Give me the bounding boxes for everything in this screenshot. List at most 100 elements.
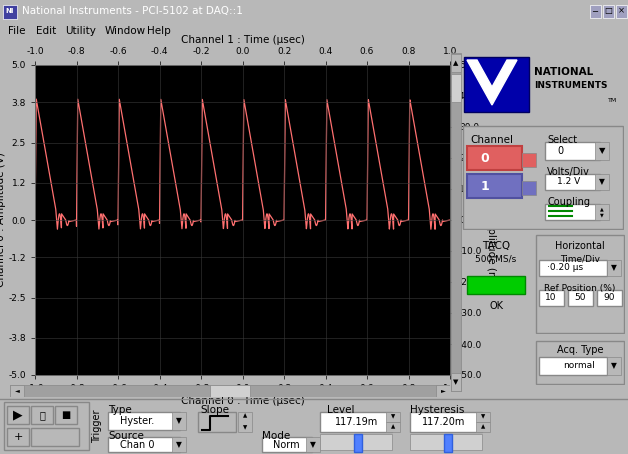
Bar [210, 385, 250, 397]
Text: File: File [8, 26, 26, 36]
Text: Slope: Slope [200, 405, 229, 415]
Bar [616, 5, 627, 18]
Text: Mode: Mode [262, 431, 290, 441]
Bar [595, 142, 609, 160]
Bar [451, 74, 461, 102]
Bar [603, 5, 614, 18]
Text: Edit: Edit [36, 26, 56, 36]
Bar [607, 260, 621, 276]
Bar [410, 412, 482, 432]
Text: Channel: Channel [470, 135, 513, 145]
Text: 50: 50 [574, 293, 586, 302]
Bar [410, 434, 482, 450]
Text: Volts/Div: Volts/Div [547, 167, 590, 177]
Text: ▼: ▼ [598, 147, 605, 156]
Text: National Instruments - PCI-5102 at DAQ::1: National Instruments - PCI-5102 at DAQ::… [22, 6, 243, 16]
Text: ◄: ◄ [14, 389, 19, 394]
Bar [436, 385, 450, 397]
Bar [464, 57, 529, 112]
Bar [522, 181, 536, 195]
Text: ⏸: ⏸ [39, 410, 45, 420]
Text: 1.2 V: 1.2 V [557, 178, 580, 187]
Bar [568, 290, 593, 306]
Text: TACQ: TACQ [482, 241, 510, 251]
Text: ─: ─ [592, 6, 597, 15]
Bar [172, 437, 186, 452]
Text: ▲: ▲ [243, 414, 247, 419]
Text: Time/Div: Time/Div [560, 255, 600, 263]
Text: Hysteresis: Hysteresis [410, 405, 464, 415]
Text: 117.19m: 117.19m [335, 417, 378, 427]
Y-axis label: Channel 0 : Amplitude (V): Channel 0 : Amplitude (V) [0, 153, 6, 287]
Text: ▼: ▼ [243, 425, 247, 430]
Text: ►: ► [441, 389, 445, 394]
Bar [7, 406, 29, 424]
Bar [4, 402, 89, 450]
Bar [451, 53, 461, 391]
Y-axis label: Channel 1 : Amplitude (mV): Channel 1 : Amplitude (mV) [486, 148, 496, 292]
Bar [467, 174, 522, 198]
Bar [172, 412, 186, 430]
Text: ▼: ▼ [176, 416, 182, 425]
Text: NI: NI [5, 8, 13, 14]
Text: ▲: ▲ [481, 424, 485, 429]
Bar [320, 412, 392, 432]
Text: 0: 0 [480, 152, 489, 164]
Text: ×: × [617, 6, 624, 15]
Text: Source: Source [108, 431, 144, 441]
Text: TM: TM [608, 98, 617, 103]
Bar [444, 434, 452, 452]
Bar [55, 406, 77, 424]
Text: Acq. Type: Acq. Type [557, 345, 604, 355]
Text: ▼: ▼ [391, 415, 395, 419]
Bar [607, 357, 621, 375]
Bar [31, 406, 53, 424]
Bar [262, 437, 312, 452]
Text: Hyster.: Hyster. [120, 416, 154, 426]
Bar [386, 412, 400, 422]
Bar [590, 5, 601, 18]
Text: ▲: ▲ [453, 60, 458, 66]
X-axis label: Channel 0 : Time (μsec): Channel 0 : Time (μsec) [181, 396, 305, 406]
Text: □: □ [604, 6, 612, 15]
X-axis label: Channel 1 : Time (μsec): Channel 1 : Time (μsec) [181, 35, 305, 45]
Text: Trigger: Trigger [92, 409, 102, 443]
Text: ▼: ▼ [599, 178, 605, 187]
Bar [306, 437, 320, 452]
Polygon shape [467, 60, 517, 105]
Bar [539, 260, 607, 276]
Text: 117.20m: 117.20m [422, 417, 465, 427]
Text: ■: ■ [62, 410, 70, 420]
Bar [545, 174, 600, 190]
Bar [3, 5, 17, 19]
Text: ▼: ▼ [611, 361, 617, 370]
Bar [595, 174, 609, 190]
Text: ▼: ▼ [453, 379, 458, 385]
Bar [595, 204, 609, 220]
Text: Norm: Norm [273, 439, 300, 449]
Bar [467, 276, 525, 294]
Text: ▲
▼: ▲ ▼ [600, 207, 604, 217]
Bar [7, 428, 29, 446]
Bar [539, 290, 564, 306]
Bar [467, 146, 522, 170]
Text: ▼: ▼ [481, 415, 485, 419]
Text: ·0.20 μs: ·0.20 μs [547, 263, 583, 272]
Text: Select: Select [547, 135, 577, 145]
Text: Help: Help [148, 26, 171, 36]
Text: Level: Level [327, 405, 354, 415]
Text: normal: normal [563, 361, 595, 370]
Bar [320, 434, 392, 450]
Text: ▼: ▼ [611, 263, 617, 272]
Text: 10: 10 [545, 293, 557, 302]
Text: Coupling: Coupling [547, 197, 590, 207]
Bar [10, 385, 24, 397]
Bar [476, 422, 490, 432]
Bar [31, 428, 79, 446]
Bar [451, 373, 461, 391]
Text: ▲: ▲ [391, 424, 395, 429]
Bar [108, 412, 180, 430]
Bar [545, 142, 600, 160]
Text: Utility: Utility [65, 26, 95, 36]
Bar [539, 357, 607, 375]
